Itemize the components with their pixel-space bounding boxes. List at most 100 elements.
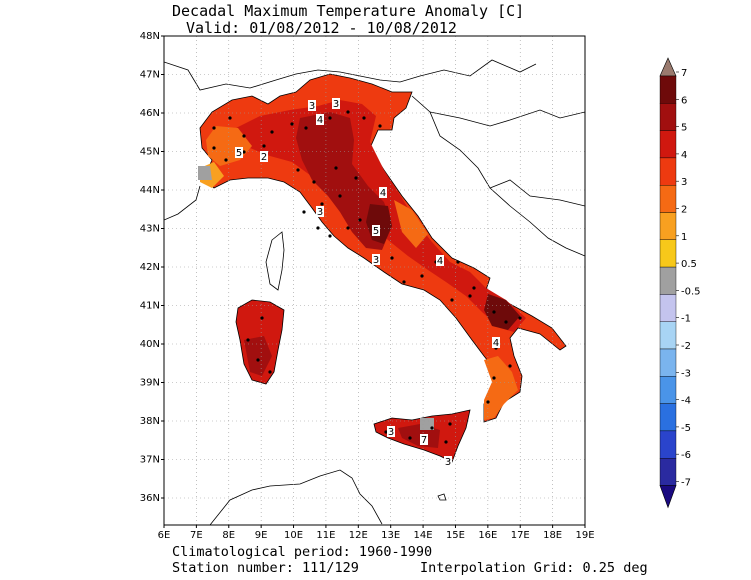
colorbar-label: 6 [681, 95, 687, 106]
station-marker [246, 338, 250, 342]
station-marker [492, 376, 496, 380]
balkan-border-2 [489, 179, 585, 207]
value-label-box [332, 98, 340, 109]
colorbar-cell [659, 103, 677, 131]
station-marker [456, 260, 460, 264]
value-label-box [492, 337, 500, 348]
colorbar-label: -1 [681, 314, 691, 325]
station-marker [420, 274, 424, 278]
station-marker [444, 440, 448, 444]
station-value-label: 4 [437, 256, 443, 267]
colorbar-cell [659, 184, 677, 213]
station-marker [468, 294, 472, 298]
colorbar-cell [659, 75, 677, 104]
station-marker [504, 320, 508, 324]
lat-tick-label: 39N [140, 378, 160, 389]
colorbar-cell [659, 266, 677, 295]
colorbar-cell [659, 403, 677, 432]
station-marker [334, 166, 338, 170]
station-value-label: 7 [421, 435, 427, 446]
anomaly-zone-neutral [198, 166, 212, 180]
lat-tick-label: 43N [140, 224, 160, 235]
colorbar-label: 0.5 [681, 259, 697, 270]
station-marker [296, 168, 300, 172]
station-value-label: 3 [445, 457, 451, 468]
colorbar-cell [659, 430, 677, 459]
lon-tick-label: 6E [158, 530, 171, 541]
station-marker [268, 370, 272, 374]
value-label-box [372, 225, 380, 236]
station-value-label: 4 [380, 188, 386, 199]
lat-tick-label: 38N [140, 416, 160, 427]
station-marker [338, 194, 342, 198]
station-marker [378, 124, 382, 128]
lat-tick-label: 48N [140, 31, 160, 42]
lat-tick-label: 44N [140, 185, 160, 196]
station-marker [472, 286, 476, 290]
latitude-axis: 48N 47N 46N 45N 44N 43N 42N 41N 40N 39N 38N 37N 36N [140, 31, 164, 504]
lon-tick-label: 13E [381, 530, 400, 541]
colorbar-label: -0.5 [681, 286, 701, 297]
value-label-box [387, 426, 395, 437]
lon-tick-label: 17E [511, 530, 530, 541]
value-label-box [436, 255, 444, 266]
station-marker [242, 150, 246, 154]
colorbar-label: -4 [681, 396, 691, 407]
station-marker [486, 400, 490, 404]
colorbar-label: 3 [681, 177, 687, 188]
lon-tick-label: 19E [575, 530, 594, 541]
colorbar-label: 7 [681, 68, 687, 79]
corsica-outline [265, 231, 285, 291]
colorbar-cell [659, 458, 677, 486]
station-marker [270, 130, 274, 134]
colorbar-bottom-arrow [659, 485, 677, 509]
lat-tick-label: 40N [140, 339, 160, 350]
station-marker [302, 210, 306, 214]
colorbar-label: 1 [681, 232, 687, 243]
anomaly-zone-calabria [484, 356, 518, 420]
malta-outline [437, 493, 447, 501]
colorbar-label: -3 [681, 368, 691, 379]
balkan-border [429, 109, 585, 127]
value-label-box [316, 114, 324, 125]
value-label-box [420, 434, 428, 445]
station-marker [518, 316, 522, 320]
station-marker [262, 144, 266, 148]
colorbar-cells [659, 57, 677, 509]
colorbar-cell [659, 239, 677, 268]
station-value-label: 5 [236, 148, 242, 159]
lon-tick-label: 11E [316, 530, 335, 541]
colorbar-label: -5 [681, 423, 691, 434]
map-content [164, 59, 585, 525]
station-marker [492, 310, 496, 314]
lon-tick-label: 14E [414, 530, 433, 541]
station-marker [316, 226, 320, 230]
lon-tick-label: 16E [478, 530, 497, 541]
value-label-box [379, 187, 387, 198]
station-value-label: 4 [317, 115, 323, 126]
lon-tick-label: 15E [446, 530, 465, 541]
anomaly-zone-3-adriatic [394, 200, 428, 248]
value-label-box [235, 147, 243, 158]
longitude-axis: 6E 7E 8E 9E 10E 11E 12E 13E 14E 15E 16E 17E 18E 19E [158, 525, 595, 541]
value-label-box [308, 100, 316, 111]
station-marker [430, 426, 434, 430]
station-marker [354, 176, 358, 180]
colorbar-cell [659, 376, 677, 404]
lat-tick-label: 47N [140, 70, 160, 81]
station-marker [362, 116, 366, 120]
lon-tick-label: 9E [255, 530, 268, 541]
lat-tick-label: 41N [140, 301, 160, 312]
station-value-label: 5 [373, 226, 379, 237]
colorbar-cell [659, 294, 677, 322]
station-marker [402, 280, 406, 284]
station-value-label: 3 [388, 427, 394, 438]
station-value-label: 3 [317, 207, 323, 218]
station-marker [448, 422, 452, 426]
station-marker [328, 116, 332, 120]
alps-border [164, 59, 537, 91]
colorbar-cell [659, 321, 677, 350]
station-marker [390, 256, 394, 260]
